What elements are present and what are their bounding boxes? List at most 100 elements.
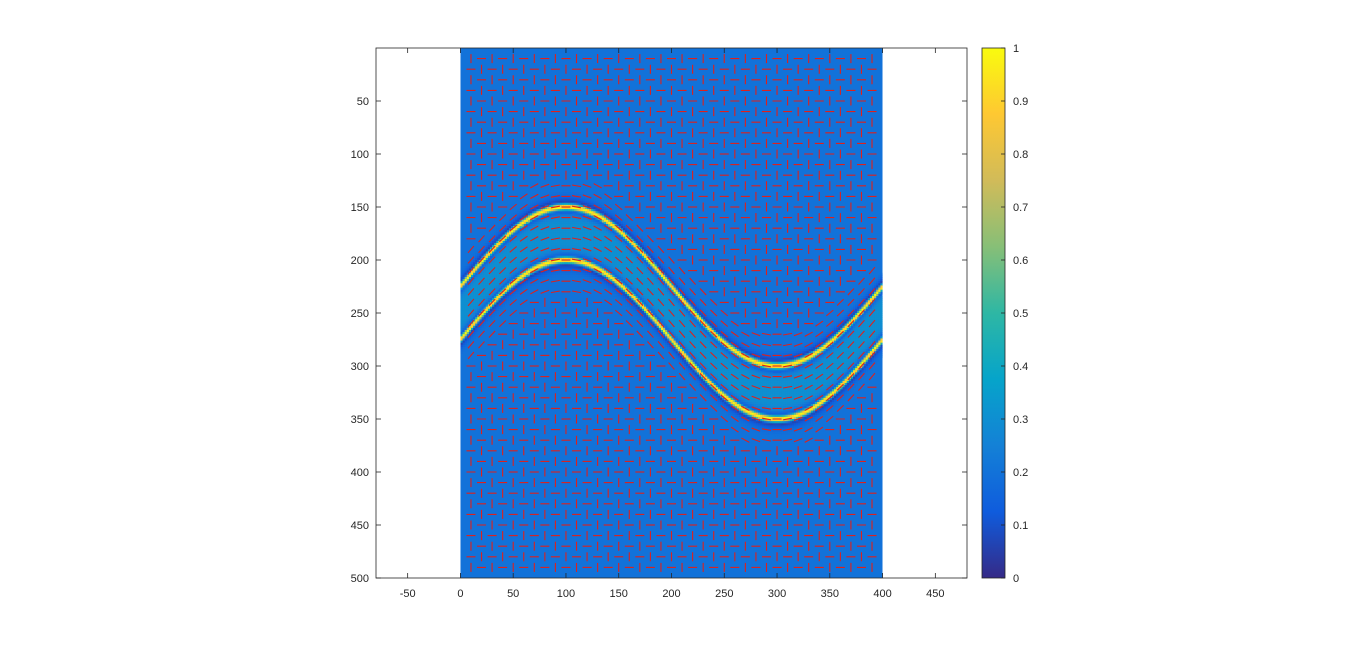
heatmap-cell	[673, 310, 677, 314]
heatmap-cell	[663, 289, 666, 293]
heatmap-cell	[715, 376, 719, 380]
heatmap-cell	[717, 391, 721, 395]
heatmap-cell	[663, 340, 666, 344]
heatmap-cell	[542, 274, 546, 278]
heatmap-cell	[591, 274, 595, 278]
heatmap-cell	[665, 296, 668, 299]
heatmap-cell	[593, 274, 597, 278]
heatmap-cell	[612, 266, 616, 270]
heatmap-cell	[580, 251, 584, 255]
heatmap-cell	[568, 226, 571, 229]
heatmap-cell	[546, 253, 550, 257]
heatmap-cell	[646, 300, 649, 303]
heatmap-cell	[722, 380, 725, 384]
heatmap-cell	[650, 272, 654, 276]
heatmap-cell	[559, 274, 563, 278]
heatmap-cell	[601, 232, 605, 236]
heatmap-cell	[536, 268, 540, 272]
heatmap-cell	[525, 230, 529, 234]
heatmap-cell	[629, 293, 632, 297]
heatmap-cell	[587, 232, 590, 236]
heatmap-cell	[587, 196, 590, 200]
heatmap-cell	[641, 274, 645, 278]
heatmap-cell	[536, 232, 540, 236]
heatmap-cell	[508, 300, 512, 303]
heatmap-cell	[612, 281, 616, 284]
heatmap-cell	[658, 285, 662, 289]
heatmap-cell	[601, 240, 605, 244]
heatmap-cell	[713, 361, 717, 365]
heatmap-cell	[650, 247, 654, 250]
heatmap-cell	[574, 268, 578, 272]
heatmap-cell	[692, 321, 696, 325]
heatmap-cell	[717, 340, 721, 344]
heatmap-cell	[606, 245, 609, 248]
heatmap-cell	[593, 247, 597, 250]
heatmap-cell	[722, 382, 725, 386]
heatmap-cell	[492, 283, 495, 287]
heatmap-cell	[627, 274, 630, 278]
heatmap-cell	[707, 325, 711, 329]
heatmap-cell	[565, 238, 569, 242]
heatmap-cell	[561, 270, 565, 274]
heatmap-cell	[578, 249, 582, 253]
heatmap-cell	[612, 230, 616, 234]
heatmap-cell	[625, 293, 628, 297]
heatmap-cell	[511, 293, 514, 297]
heatmap-cell	[625, 228, 628, 231]
heatmap-cell	[597, 209, 601, 212]
heatmap-cell	[580, 221, 584, 225]
heatmap-cell	[523, 228, 527, 231]
heatmap-cell	[705, 355, 708, 359]
heatmap-cell	[523, 272, 527, 276]
heatmap-cell	[627, 296, 630, 299]
heatmap-cell	[644, 240, 647, 244]
heatmap-cell	[565, 215, 569, 219]
heatmap-cell	[720, 357, 723, 361]
heatmap-cell	[574, 230, 578, 234]
heatmap-cell	[612, 221, 616, 225]
heatmap-cell	[470, 313, 474, 316]
heatmap-cell	[711, 368, 715, 371]
heatmap-cell	[701, 315, 704, 318]
heatmap-cell	[603, 262, 607, 265]
heatmap-cell	[542, 213, 546, 217]
heatmap-cell	[667, 325, 670, 329]
heatmap-cell	[606, 274, 609, 278]
heatmap-cell	[525, 209, 529, 212]
heatmap-cell	[502, 306, 506, 310]
heatmap-cell	[492, 306, 495, 310]
heatmap-cell	[498, 226, 502, 229]
heatmap-cell	[713, 399, 717, 403]
heatmap-cell	[717, 329, 721, 333]
heatmap-cell	[468, 298, 472, 301]
heatmap-cell	[477, 281, 481, 284]
heatmap-cell	[726, 376, 730, 380]
heatmap-cell	[667, 268, 670, 272]
heatmap-cell	[555, 266, 559, 270]
heatmap-cell	[555, 260, 559, 263]
heatmap-cell	[517, 268, 521, 272]
heatmap-cell	[715, 393, 719, 397]
heatmap-cell	[722, 349, 725, 352]
heatmap-cell	[620, 226, 624, 229]
heatmap-cell	[502, 281, 506, 284]
heatmap-cell	[658, 262, 662, 265]
heatmap-cell	[696, 363, 700, 367]
heatmap-cell	[542, 209, 546, 212]
heatmap-cell	[589, 211, 592, 214]
heatmap-cell	[504, 293, 508, 297]
heatmap-cell	[616, 260, 620, 263]
heatmap-cell	[536, 281, 540, 284]
heatmap-cell	[709, 366, 713, 369]
heatmap-cell	[494, 251, 497, 255]
heatmap-cell	[603, 230, 607, 234]
heatmap-cell	[669, 296, 673, 299]
heatmap-cell	[616, 245, 620, 248]
heatmap-cell	[673, 296, 677, 299]
heatmap-cell	[580, 270, 584, 274]
heatmap-cell	[663, 291, 666, 295]
heatmap-cell	[595, 221, 599, 225]
heatmap-cell	[599, 253, 603, 257]
heatmap-cell	[508, 238, 512, 242]
